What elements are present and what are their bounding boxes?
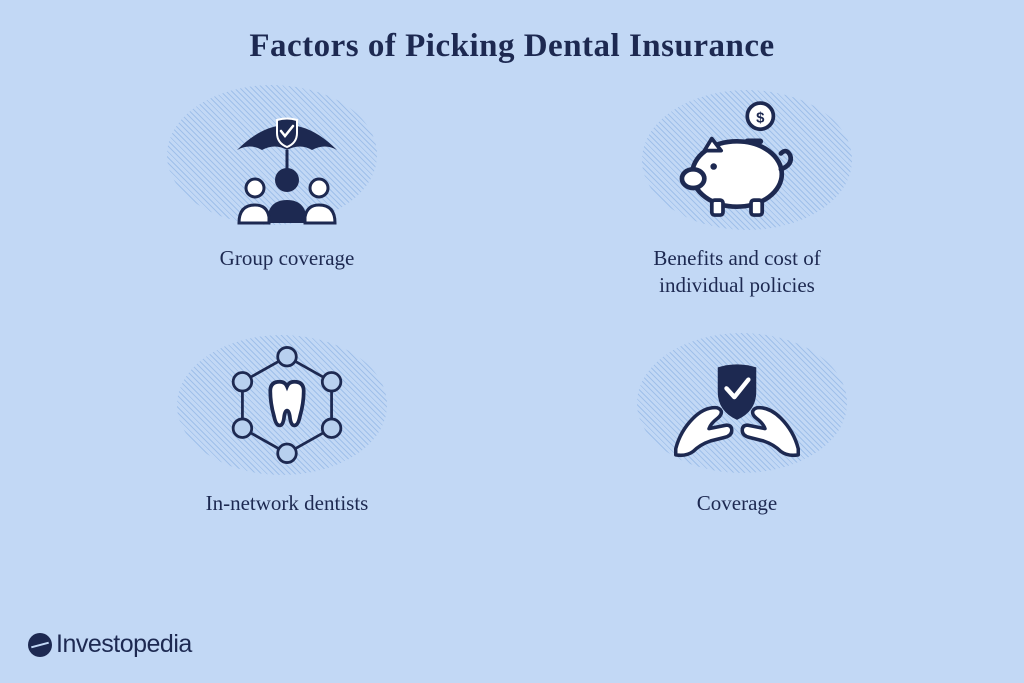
investopedia-globe-icon (28, 633, 52, 657)
factor-benefits-cost: $ Benefits (552, 85, 922, 300)
page-title: Factors of Picking Dental Insurance (0, 0, 1024, 65)
factor-label: Group coverage (220, 245, 355, 272)
factors-grid: Group coverage $ (102, 85, 922, 544)
tooth-network-icon (217, 340, 357, 470)
brand-logo: Investopedia (28, 630, 192, 659)
piggy-bank-icon: $ (667, 95, 807, 225)
icon-bubble: $ (627, 85, 847, 235)
icon-bubble (177, 85, 397, 235)
factor-label: Benefits and cost ofindividual policies (653, 245, 820, 300)
svg-text:$: $ (756, 110, 765, 127)
factor-in-network: In-network dentists (102, 330, 472, 545)
umbrella-people-icon (217, 95, 357, 225)
brand-name: Investopedia (56, 630, 192, 659)
icon-bubble (177, 330, 397, 480)
factor-coverage: Coverage (552, 330, 922, 545)
factor-group-coverage: Group coverage (102, 85, 472, 300)
icon-bubble (627, 330, 847, 480)
factor-label: In-network dentists (206, 490, 369, 517)
hands-shield-icon (667, 340, 807, 470)
factor-label: Coverage (697, 490, 777, 517)
